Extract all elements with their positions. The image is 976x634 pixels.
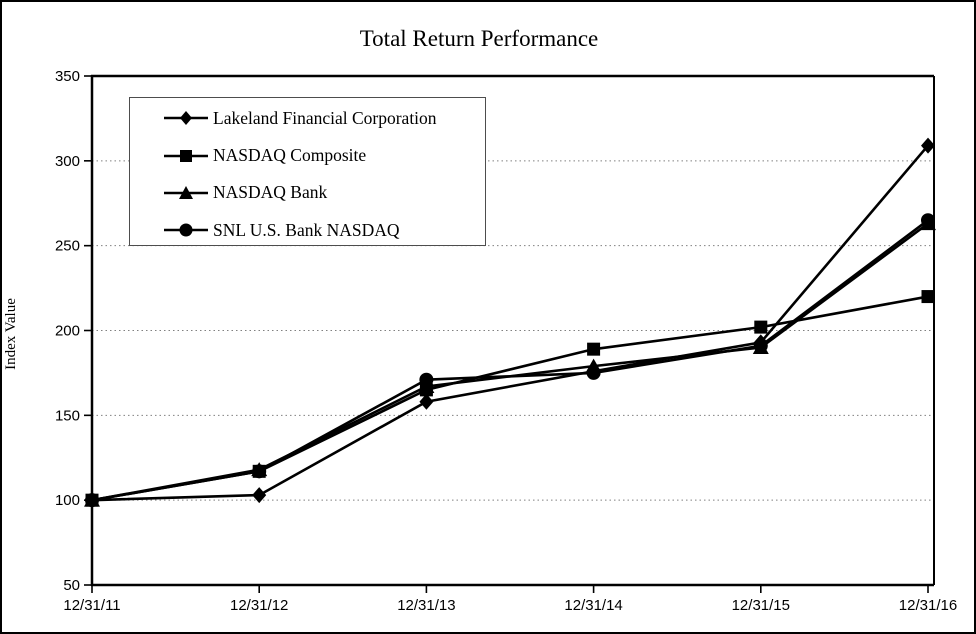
x-tick-label: 12/31/11	[63, 597, 120, 614]
legend-label: NASDAQ Composite	[213, 145, 367, 165]
marker-circle	[753, 338, 768, 353]
legend-item: Lakeland Financial Corporation	[164, 105, 437, 131]
x-tick-label: 12/31/16	[899, 597, 957, 614]
y-tick-label: 50	[63, 577, 80, 594]
y-axis-title: Index Value	[3, 298, 19, 370]
y-tick-label: 350	[55, 68, 80, 85]
marker-circle	[586, 365, 601, 380]
x-tick-label: 12/31/14	[564, 597, 622, 614]
marker-circle	[85, 493, 99, 508]
y-tick-label: 200	[55, 323, 80, 340]
legend-item: NASDAQ Composite	[164, 143, 366, 169]
series-line	[91, 144, 929, 502]
legend-item: NASDAQ Bank	[164, 180, 327, 206]
x-tick-label: 12/31/13	[397, 597, 455, 614]
marker-circle	[419, 372, 434, 387]
legend: Lakeland Financial Corporation NASDAQ Com…	[129, 97, 486, 246]
marker-circle	[252, 464, 267, 479]
y-tick-label: 250	[55, 238, 80, 255]
marker-diamond	[252, 487, 267, 504]
y-tick-label: 300	[55, 153, 80, 170]
legend-swatch-triangle-icon	[164, 185, 208, 199]
series-line	[91, 219, 929, 502]
legend-label: Lakeland Financial Corporation	[213, 107, 437, 128]
marker-circle	[921, 213, 935, 228]
marker-square	[587, 342, 601, 356]
series-line	[91, 295, 929, 502]
marker-square	[921, 290, 935, 304]
y-tick-label: 150	[55, 407, 80, 424]
marker-diamond	[419, 393, 434, 410]
y-tick-label: 100	[55, 492, 80, 509]
legend-swatch-circle-icon	[164, 223, 208, 237]
legend-label: SNL U.S. Bank NASDAQ	[213, 219, 400, 240]
x-tick-label: 12/31/15	[732, 597, 790, 614]
legend-swatch-square-icon	[164, 149, 208, 162]
legend-swatch-diamond-icon	[164, 111, 208, 125]
x-tick-label: 12/31/12	[230, 597, 288, 614]
marker-square	[754, 320, 768, 334]
chart-title: Total Return Performance	[359, 26, 599, 51]
legend-item: SNL U.S. Bank NASDAQ	[164, 217, 400, 243]
marker-diamond	[921, 137, 935, 154]
series-line	[91, 222, 929, 502]
legend-label: NASDAQ Bank	[213, 182, 328, 202]
